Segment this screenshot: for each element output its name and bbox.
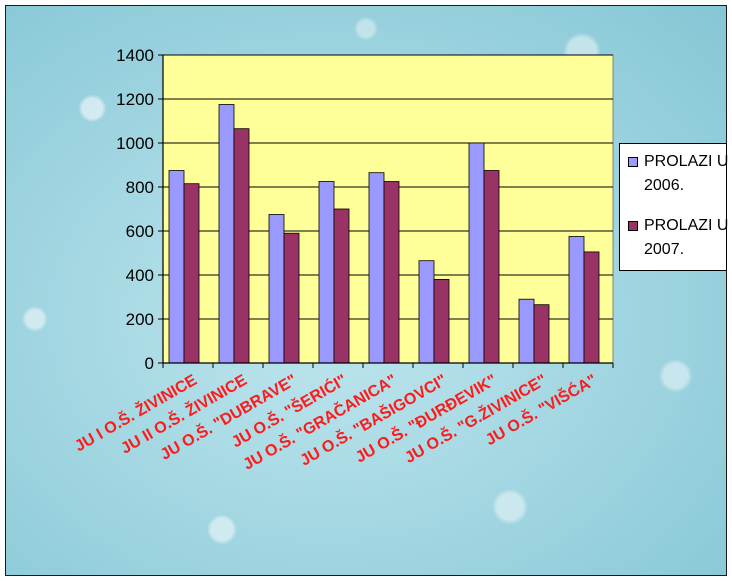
bar-2006 (518, 298, 535, 364)
legend-swatch-2007 (628, 221, 638, 231)
bar-2006 (368, 172, 385, 364)
y-tick-label: 200 (126, 310, 154, 329)
legend-swatch-2006 (628, 157, 638, 167)
bar-2007 (533, 304, 550, 364)
bar-2006 (568, 236, 585, 364)
bar-2007 (233, 128, 250, 364)
bar-2007 (283, 232, 300, 364)
bar-2007 (333, 208, 350, 364)
bar-2007 (433, 278, 450, 364)
legend-label-2007: PROLAZI U 2007. (644, 217, 729, 258)
bars (168, 104, 600, 364)
bar-2006 (218, 104, 235, 364)
bar-2006 (168, 170, 185, 364)
bar-2007 (183, 183, 200, 364)
y-tick-labels: 0 200 400 600 800 1000 1200 1400 (116, 46, 154, 373)
y-tick-label: 400 (126, 266, 154, 285)
legend: PROLAZI U 2006. PROLAZI U 2007. (619, 143, 729, 271)
bar-2006 (468, 142, 485, 364)
y-tick-label: 1400 (116, 46, 154, 65)
y-tick-label: 600 (126, 222, 154, 241)
y-tick-label: 1000 (116, 134, 154, 153)
y-tick-label: 800 (126, 178, 154, 197)
bar-2007 (383, 181, 400, 364)
bar-2006 (268, 214, 285, 364)
axes (158, 54, 614, 368)
legend-label-2006: PROLAZI U 2006. (644, 153, 729, 194)
bar-2007 (583, 251, 600, 364)
y-tick-label: 1200 (116, 90, 154, 109)
bar-2006 (318, 181, 335, 364)
bar-2007 (483, 170, 500, 364)
bar-2006 (418, 260, 435, 364)
y-tick-label: 0 (145, 354, 154, 373)
